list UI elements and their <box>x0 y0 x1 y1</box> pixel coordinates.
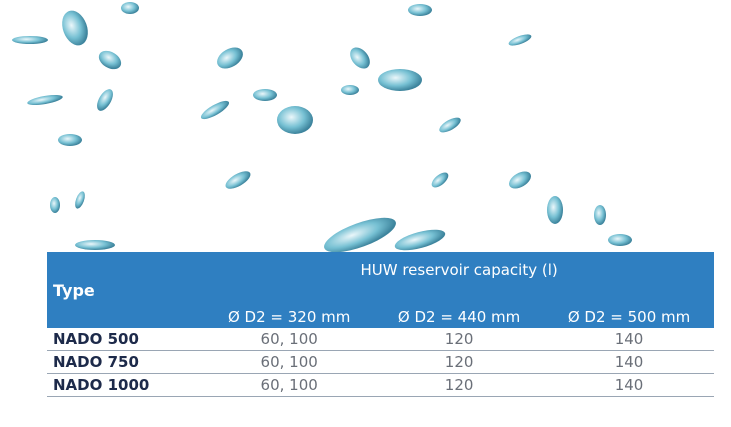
row: NADO 750 60, 100 120 140 <box>47 350 714 374</box>
cell: 140 <box>544 373 714 397</box>
cell: 60, 100 <box>204 373 375 397</box>
cell: 60, 100 <box>204 328 375 351</box>
column-header: Ø D2 = 320 mm <box>204 288 375 328</box>
cell: 140 <box>544 328 714 351</box>
model-name: NADO 500 <box>47 328 205 351</box>
cell: 60, 100 <box>204 350 375 374</box>
row: NADO 1000 60, 100 120 140 <box>47 373 714 397</box>
cell: 120 <box>374 350 545 374</box>
capacity-table: Type HUW reservoir capacity (l) Ø D2 = 3… <box>47 252 714 397</box>
model-name: NADO 750 <box>47 350 205 374</box>
cell: 120 <box>374 328 545 351</box>
model-name: NADO 1000 <box>47 373 205 397</box>
header-row: Type HUW reservoir capacity (l) <box>47 252 714 328</box>
row: NADO 500 60, 100 120 140 <box>47 328 714 351</box>
column-header: Ø D2 = 440 mm <box>374 288 545 328</box>
cell: 140 <box>544 350 714 374</box>
header-row: Ø D2 = 320 mm Ø D2 = 440 mm Ø D2 = 500 m… <box>47 288 714 328</box>
column-header: Ø D2 = 500 mm <box>544 288 714 328</box>
type-header: Type <box>47 252 205 328</box>
group-header: HUW reservoir capacity (l) <box>204 252 714 288</box>
cell: 120 <box>374 373 545 397</box>
